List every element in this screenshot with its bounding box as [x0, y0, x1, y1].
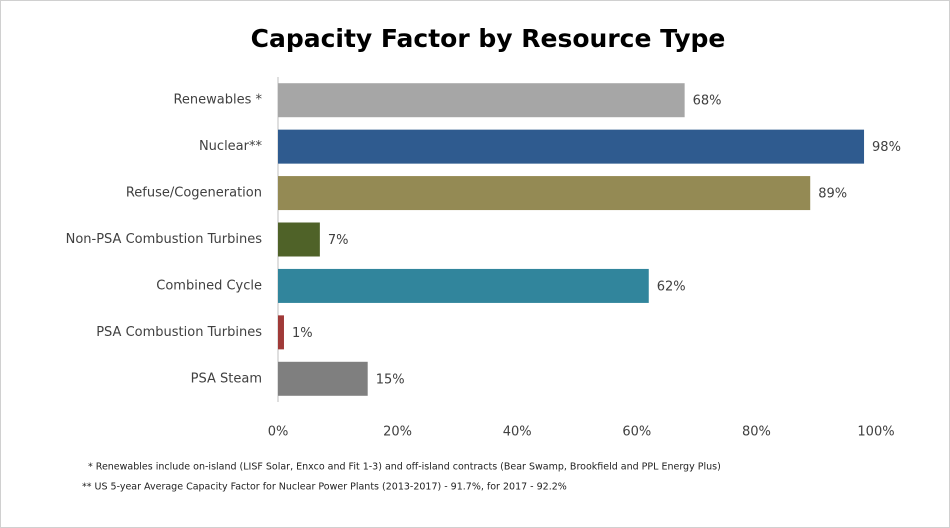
y-tick-label: Non-PSA Combustion Turbines — [66, 232, 263, 247]
bar — [278, 361, 368, 396]
y-tick-label: Combined Cycle — [156, 278, 262, 293]
value-label: 68% — [693, 94, 722, 109]
value-label: 15% — [376, 372, 405, 387]
x-tick-label: 0% — [268, 425, 289, 440]
bar — [278, 83, 685, 118]
value-label: 7% — [328, 233, 349, 248]
x-tick-label: 40% — [503, 425, 532, 440]
y-tick-label: PSA Combustion Turbines — [96, 325, 262, 340]
value-label: 1% — [292, 326, 313, 341]
x-tick-label: 20% — [383, 425, 412, 440]
bar — [278, 129, 865, 164]
value-label: 89% — [818, 187, 847, 202]
bar — [278, 315, 284, 350]
bar — [278, 222, 320, 257]
footnote: * Renewables include on-island (LISF Sol… — [88, 462, 721, 473]
footnote: ** US 5-year Average Capacity Factor for… — [82, 482, 567, 493]
chart-title: Capacity Factor by Resource Type — [251, 24, 726, 53]
y-tick-label: Nuclear** — [199, 139, 263, 154]
x-tick-label: 100% — [857, 425, 894, 440]
x-tick-label: 80% — [742, 425, 771, 440]
x-tick-label: 60% — [622, 425, 651, 440]
y-tick-label: PSA Steam — [191, 371, 262, 386]
y-tick-label: Refuse/Cogeneration — [126, 186, 262, 201]
y-tick-label: Renewables * — [173, 93, 262, 108]
value-label: 98% — [872, 140, 901, 155]
bar — [278, 176, 811, 211]
value-label: 62% — [657, 279, 686, 294]
bar — [278, 268, 649, 303]
